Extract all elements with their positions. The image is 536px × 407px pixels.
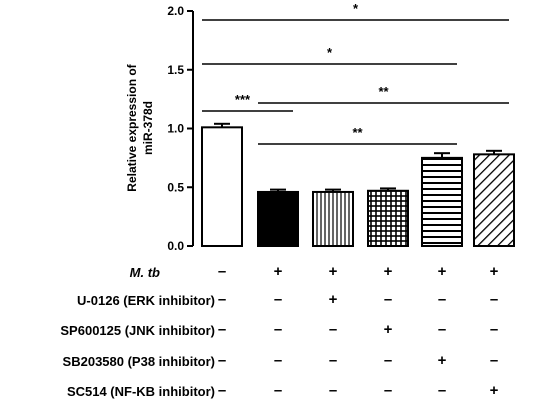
bar [257, 190, 299, 247]
treatment-label: SB203580 (P38 inhibitor) [63, 354, 215, 369]
minus-sign: – [274, 291, 282, 308]
plus-sign: + [490, 263, 499, 280]
significance-label: *** [235, 92, 251, 107]
minus-sign: – [218, 321, 226, 338]
bar [367, 189, 409, 247]
y-axis-title: miR-378d [141, 101, 155, 155]
minus-sign: – [274, 382, 282, 399]
minus-sign: – [329, 382, 337, 399]
plus-sign: + [384, 321, 393, 338]
minus-sign: – [384, 291, 392, 308]
minus-sign: – [218, 263, 226, 280]
minus-sign: – [218, 291, 226, 308]
significance-label: ** [352, 125, 363, 140]
minus-sign: – [438, 382, 446, 399]
y-tick-label: 0.0 [167, 239, 184, 253]
y-tick-label: 1.5 [167, 63, 184, 77]
y-tick-label: 0.5 [167, 180, 184, 194]
plus-sign: + [438, 352, 447, 369]
plus-sign: + [329, 263, 338, 280]
y-tick-label: 2.0 [167, 4, 184, 18]
treatment-label: M. tb [130, 265, 160, 280]
bar [473, 153, 515, 248]
minus-sign: – [274, 352, 282, 369]
significance-label: * [353, 1, 359, 16]
minus-sign: – [490, 352, 498, 369]
plus-sign: + [274, 263, 283, 280]
y-tick-label: 1.0 [167, 122, 184, 136]
minus-sign: – [490, 321, 498, 338]
plot-area: 0.0 0.5 1.0 1.5 2.0 Relative expression of miR… [125, 1, 515, 253]
minus-sign: – [218, 352, 226, 369]
treatment-label: U-0126 (ERK inhibitor) [77, 293, 215, 308]
plus-sign: + [329, 291, 338, 308]
treatment-label: SP600125 (JNK inhibitor) [60, 323, 215, 338]
treatment-label: SC514 (NF-KB inhibitor) [67, 384, 215, 399]
minus-sign: – [384, 382, 392, 399]
y-axis-title: Relative expression of [125, 63, 139, 191]
plus-sign: + [490, 382, 499, 399]
treatment-table: M. tb – + + + + +U-0126 (ERK inhibitor) – – + – – –S… [60, 263, 498, 399]
minus-sign: – [490, 291, 498, 308]
plus-sign: + [384, 263, 393, 280]
bar [201, 126, 243, 247]
significance-label: * [327, 45, 333, 60]
plus-sign: + [438, 263, 447, 280]
minus-sign: – [329, 352, 337, 369]
bar [312, 190, 354, 247]
bar [421, 156, 463, 247]
minus-sign: – [438, 291, 446, 308]
minus-sign: – [329, 321, 337, 338]
significance-label: ** [378, 84, 389, 99]
minus-sign: – [384, 352, 392, 369]
minus-sign: – [438, 321, 446, 338]
minus-sign: – [218, 382, 226, 399]
minus-sign: – [274, 321, 282, 338]
